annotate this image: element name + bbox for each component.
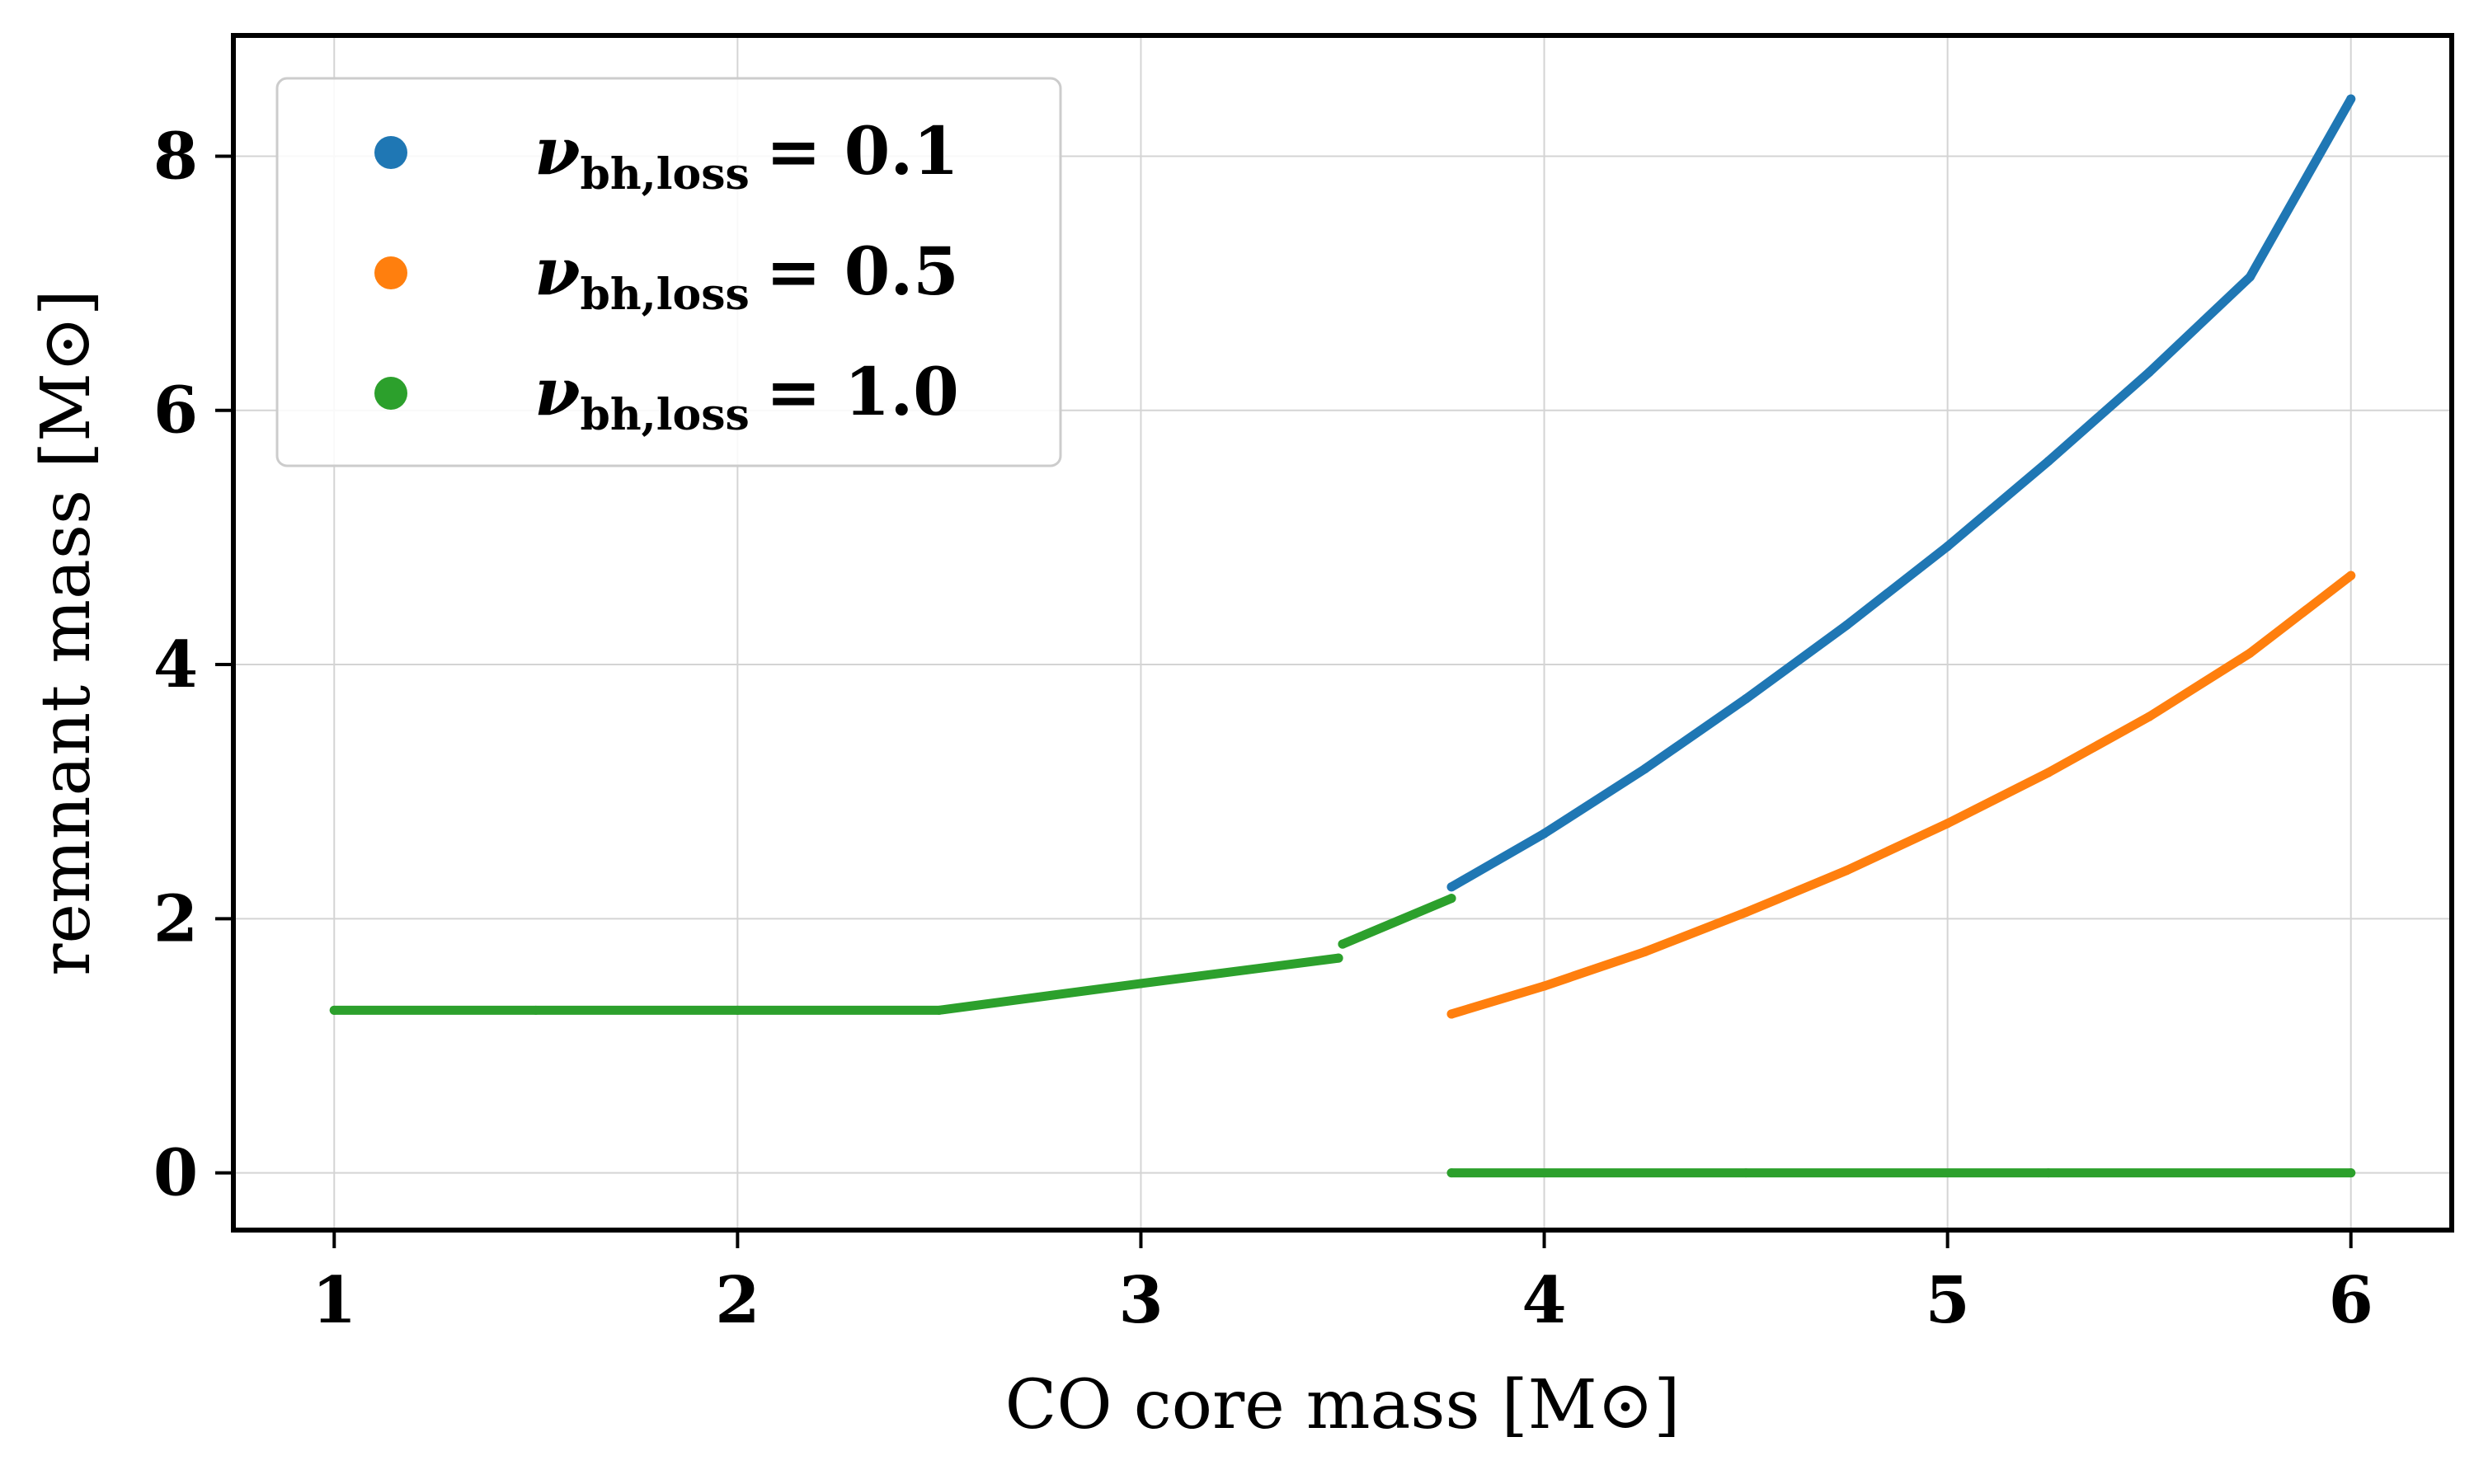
- data-point: [329, 1005, 339, 1015]
- legend-entry: νbh,loss = 0.1: [374, 112, 959, 200]
- legend-symbol: ν: [534, 112, 581, 190]
- x-axis-label: CO core mass [M⊙]: [1005, 1366, 1681, 1444]
- data-point: [1446, 1009, 1456, 1019]
- legend-marker: [374, 256, 407, 289]
- series-line: [329, 953, 1343, 1015]
- y-axis-label: remnant mass [M⊙]: [27, 289, 106, 976]
- y-tick-label: 4: [153, 627, 198, 702]
- series-line: [1446, 94, 2356, 892]
- data-point: [1333, 953, 1343, 963]
- data-point: [1338, 939, 1348, 949]
- series-2: [329, 894, 2356, 1178]
- legend-marker: [374, 136, 407, 169]
- series-0: [1446, 94, 2356, 892]
- legend-value: = 1.0: [766, 353, 959, 430]
- data-point: [1540, 829, 1550, 838]
- data-point: [1640, 946, 1650, 956]
- data-layer: [329, 94, 2356, 1178]
- legend-entry: νbh,loss = 1.0: [374, 353, 959, 440]
- data-point: [1446, 894, 1456, 904]
- y-tick-label: 8: [153, 119, 198, 194]
- legend-value: = 0.1: [766, 112, 959, 190]
- tick-labels: 1 2 3 4 5 6 0 2 4 6 8: [153, 119, 2373, 1338]
- series-line: [1338, 894, 1456, 949]
- x-tick-label: 1: [312, 1263, 356, 1338]
- data-point: [2346, 94, 2356, 104]
- series-1: [1446, 571, 2356, 1019]
- legend-subscript: bh,loss: [581, 390, 750, 440]
- data-point: [1136, 979, 1145, 989]
- data-point: [1943, 819, 1953, 829]
- plot-frame: [231, 33, 2454, 1233]
- legend-marker: [374, 377, 407, 410]
- x-tick-label: 3: [1118, 1263, 1163, 1338]
- data-point: [2144, 711, 2154, 721]
- legend-symbol: ν: [534, 353, 581, 430]
- y-tick-label: 0: [153, 1136, 198, 1211]
- y-tick-label: 6: [153, 373, 198, 448]
- legend-label: νbh,loss = 0.5: [534, 232, 959, 320]
- legend-subscript: bh,loss: [581, 270, 750, 320]
- legend-label: νbh,loss = 0.1: [534, 112, 959, 200]
- data-point: [531, 1005, 541, 1015]
- data-point: [2346, 571, 2356, 580]
- series-line: [1446, 571, 2356, 1019]
- data-point: [1446, 882, 1456, 892]
- legend: νbh,loss = 0.1 νbh,loss = 0.5 νbh,loss = 1.…: [275, 77, 1062, 467]
- data-point: [2346, 1168, 2356, 1178]
- legend-entry: νbh,loss = 0.5: [374, 232, 959, 320]
- x-tick-label: 2: [715, 1263, 760, 1338]
- data-point: [2245, 272, 2255, 282]
- data-point: [934, 1005, 944, 1015]
- x-tick-label: 6: [2329, 1263, 2373, 1338]
- data-point: [2044, 1168, 2053, 1178]
- legend-box: [275, 77, 1062, 467]
- data-point: [2044, 456, 2053, 466]
- legend-symbol: ν: [534, 232, 581, 310]
- data-point: [1741, 908, 1751, 918]
- data-point: [1841, 866, 1851, 876]
- y-tick-label: 2: [153, 881, 198, 956]
- ticks: [215, 154, 2353, 1248]
- data-point: [2245, 648, 2255, 658]
- legend-value: = 0.5: [766, 232, 959, 310]
- x-tick-label: 4: [1522, 1263, 1566, 1338]
- data-point: [1741, 694, 1751, 704]
- data-point: [1446, 1168, 1456, 1178]
- data-point: [1841, 620, 1851, 630]
- x-tick-label: 5: [1925, 1263, 1969, 1338]
- data-point: [1741, 1168, 1751, 1178]
- data-point: [1540, 981, 1550, 991]
- data-point: [2144, 367, 2154, 377]
- legend-subscript: bh,loss: [581, 149, 750, 200]
- data-point: [2044, 768, 2053, 777]
- data-point: [1640, 763, 1650, 773]
- data-point: [732, 1005, 742, 1015]
- data-point: [1943, 542, 1953, 552]
- legend-label: νbh,loss = 1.0: [534, 353, 959, 440]
